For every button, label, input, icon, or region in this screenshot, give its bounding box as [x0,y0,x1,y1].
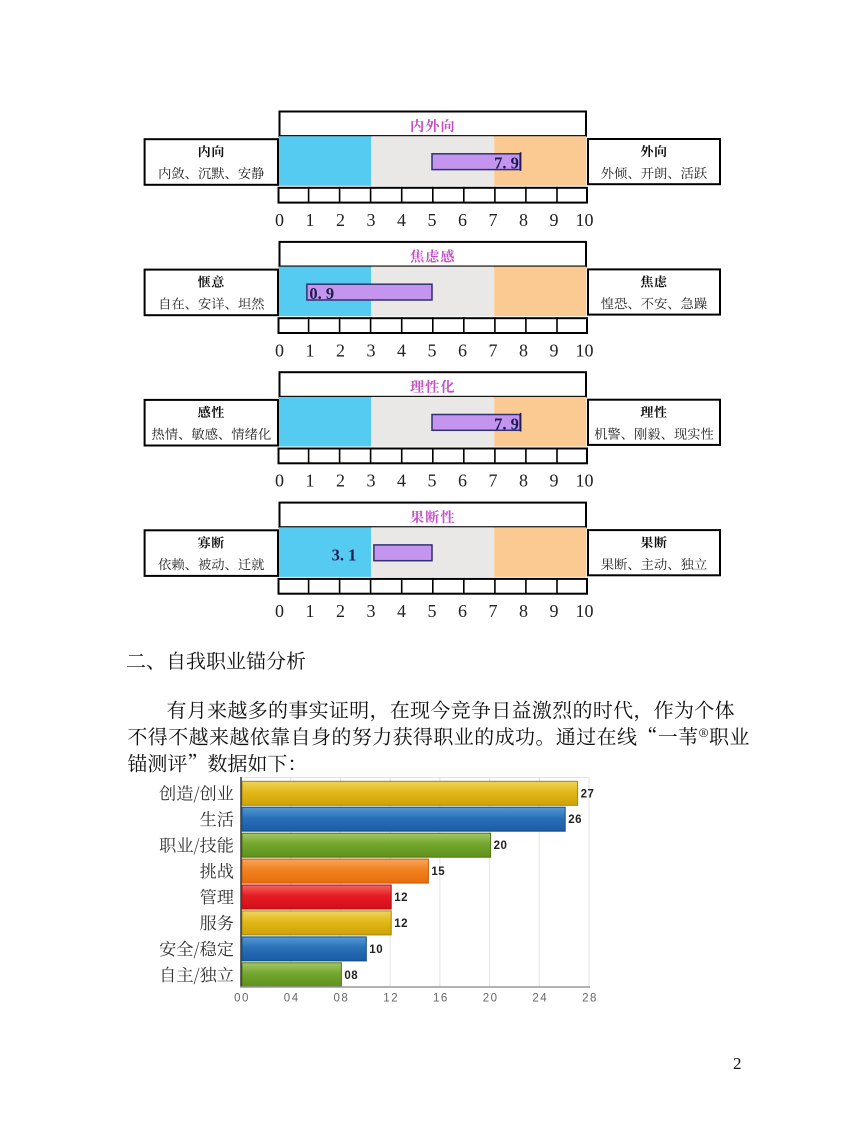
svg-text:4: 4 [397,340,406,360]
svg-text:6: 6 [458,601,467,621]
svg-text:3: 3 [367,340,376,360]
svg-text:3: 3 [367,471,376,491]
svg-text:15: 15 [431,866,445,878]
svg-text:10: 10 [576,340,594,360]
svg-text:10: 10 [369,944,383,956]
svg-text:2: 2 [733,1054,742,1073]
svg-text:5: 5 [428,340,437,360]
svg-text:28: 28 [582,993,598,1005]
svg-text:5: 5 [428,601,437,621]
svg-text:08: 08 [344,970,358,982]
svg-text:16: 16 [433,993,449,1005]
svg-text:12: 12 [394,918,408,930]
svg-text:2: 2 [336,471,345,491]
svg-text:8: 8 [519,601,528,621]
svg-text:8: 8 [519,340,528,360]
svg-text:27: 27 [581,788,595,800]
svg-text:24: 24 [532,993,548,1005]
svg-text:9: 9 [550,210,559,230]
svg-text:7. 9: 7. 9 [494,154,519,173]
svg-text:7: 7 [489,340,498,360]
svg-text:10: 10 [576,601,594,621]
svg-text:00: 00 [234,993,250,1005]
svg-text:0: 0 [275,210,284,230]
svg-text:0: 0 [275,471,284,491]
svg-text:5: 5 [428,471,437,491]
svg-text:08: 08 [334,993,350,1005]
svg-text:4: 4 [397,471,406,491]
svg-text:7: 7 [489,210,498,230]
svg-text:6: 6 [458,471,467,491]
svg-text:2: 2 [336,340,345,360]
svg-text:3: 3 [367,210,376,230]
svg-text:3: 3 [367,601,376,621]
svg-text:4: 4 [397,601,406,621]
svg-text:26: 26 [568,814,582,826]
svg-text:3. 1: 3. 1 [332,546,357,565]
svg-text:1: 1 [306,601,315,621]
svg-text:9: 9 [550,471,559,491]
svg-text:6: 6 [458,210,467,230]
svg-text:8: 8 [519,471,528,491]
svg-text:7: 7 [489,471,498,491]
svg-text:0: 0 [275,340,284,360]
svg-text:20: 20 [483,993,499,1005]
svg-text:04: 04 [284,993,300,1005]
svg-text:1: 1 [306,210,315,230]
svg-text:7. 9: 7. 9 [494,414,519,433]
svg-text:9: 9 [550,340,559,360]
svg-text:0. 9: 0. 9 [309,284,334,303]
svg-text:7: 7 [489,601,498,621]
svg-text:2: 2 [336,210,345,230]
svg-text:4: 4 [397,210,406,230]
svg-text:5: 5 [428,210,437,230]
svg-text:6: 6 [458,340,467,360]
svg-text:12: 12 [383,993,399,1005]
svg-text:20: 20 [494,840,508,852]
svg-text:1: 1 [306,471,315,491]
svg-text:8: 8 [519,210,528,230]
svg-text:2: 2 [336,601,345,621]
svg-text:10: 10 [576,471,594,491]
svg-text:1: 1 [306,340,315,360]
svg-text:10: 10 [576,210,594,230]
svg-text:0: 0 [275,601,284,621]
svg-text:9: 9 [550,601,559,621]
svg-text:12: 12 [394,892,408,904]
